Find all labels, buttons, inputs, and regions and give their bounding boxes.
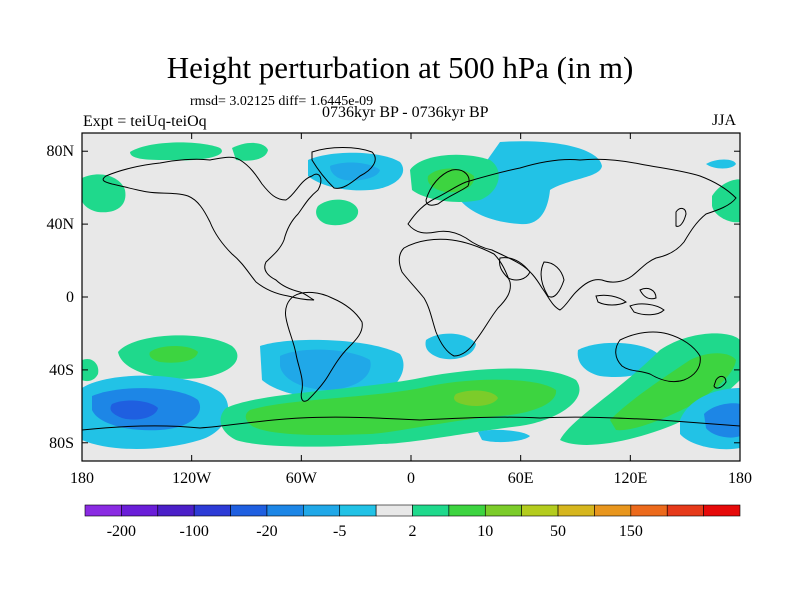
- experiment-label: Expt = teiUq-teiOq: [83, 113, 207, 130]
- coastline-africa: [398, 238, 511, 357]
- anomaly-contour: [330, 162, 380, 181]
- colorbar-swatch: [630, 504, 668, 517]
- colorbar-label: 50: [550, 523, 566, 540]
- colorbar-swatch: [121, 504, 159, 517]
- colorbar-label: -100: [180, 523, 209, 540]
- anomaly-contour: [704, 403, 740, 438]
- lat-tick-label: 80S: [49, 435, 74, 452]
- coastline-australia: [615, 331, 701, 383]
- anomaly-contour: [425, 333, 476, 360]
- anomaly-contour: [577, 342, 660, 378]
- colorbar-label: -20: [256, 523, 277, 540]
- coastline-scandinavia: [425, 169, 470, 206]
- colorbar-swatch: [484, 504, 522, 517]
- plot-title: Height perturbation at 500 hPa (in m): [166, 50, 634, 85]
- anomaly-contour: [82, 358, 99, 382]
- anomaly-contour: [610, 353, 736, 431]
- anomaly-contour: [316, 199, 359, 226]
- anomaly-contour: [280, 349, 371, 390]
- colorbar-swatch: [230, 504, 268, 517]
- colorbar-swatch: [412, 504, 450, 517]
- colorbar-swatch: [266, 504, 304, 517]
- colorbar-label: 150: [619, 523, 643, 540]
- anomaly-contour: [454, 390, 498, 406]
- colorbar-label: -5: [333, 523, 346, 540]
- anomaly-contour: [460, 141, 602, 225]
- colorbar-swatch: [193, 504, 231, 517]
- coastline-greenland: [311, 147, 376, 189]
- colorbar-swatch: [557, 504, 595, 517]
- lon-tick-label: 180: [70, 470, 94, 487]
- colorbar-swatch: [375, 504, 413, 517]
- coastline-se-asia: [595, 287, 665, 316]
- colorbar: -200 -100 -20 -5 2 10 50 150: [84, 504, 741, 540]
- coastlines: [82, 147, 740, 431]
- colorbar-label: 2: [409, 523, 417, 540]
- stats-label: rmsd= 3.02125 diff= 1.6445e-09: [190, 94, 374, 109]
- colorbar-swatch: [157, 504, 195, 517]
- anomaly-contour: [712, 179, 740, 223]
- lon-tick-label: 60W: [286, 470, 318, 487]
- colorbar-swatch: [521, 504, 559, 517]
- period-label: 0736kyr BP - 0736kyr BP: [322, 104, 489, 121]
- lat-tick-label: 40S: [49, 362, 74, 379]
- colorbar-swatch: [84, 504, 122, 517]
- coastline-eurasia: [407, 158, 737, 311]
- axis-ticks: 180 120W 60W 0 60E 120E 180 80N 40N 0 40S 80S: [46, 133, 752, 487]
- colorbar-swatch: [666, 504, 704, 517]
- coastline-north-america: [102, 156, 322, 301]
- colorbar-label: 10: [477, 523, 493, 540]
- lat-tick-label: 80N: [46, 143, 74, 160]
- colorbar-swatch: [339, 504, 377, 517]
- lon-tick-label: 120E: [613, 470, 647, 487]
- coastline-new-zealand: [713, 375, 727, 389]
- lat-tick-label: 0: [66, 289, 74, 306]
- coastline-arabia-india: [499, 257, 565, 298]
- anomaly-contour: [110, 400, 158, 420]
- season-label: JJA: [712, 112, 737, 129]
- lon-tick-label: 0: [407, 470, 415, 487]
- anomaly-contour: [82, 174, 126, 213]
- lon-tick-label: 60E: [508, 470, 534, 487]
- anomaly-contour: [232, 142, 268, 161]
- coastline-japan: [675, 207, 687, 227]
- anomaly-contour: [149, 346, 198, 363]
- lon-tick-label: 180: [728, 470, 752, 487]
- colorbar-label: -200: [107, 523, 136, 540]
- lon-tick-label: 120W: [172, 470, 212, 487]
- anomaly-contour: [706, 159, 736, 169]
- lat-tick-label: 40N: [46, 216, 74, 233]
- colorbar-swatch: [594, 504, 632, 517]
- coastline-south-america: [285, 291, 363, 402]
- coastline-antarctica: [82, 416, 740, 431]
- anomaly-contour: [130, 142, 222, 161]
- colorbar-swatch: [703, 504, 741, 517]
- colorbar-swatch: [448, 504, 486, 517]
- colorbar-swatch: [303, 504, 341, 517]
- anomaly-contour: [427, 168, 475, 193]
- anomaly-contour: [478, 429, 530, 443]
